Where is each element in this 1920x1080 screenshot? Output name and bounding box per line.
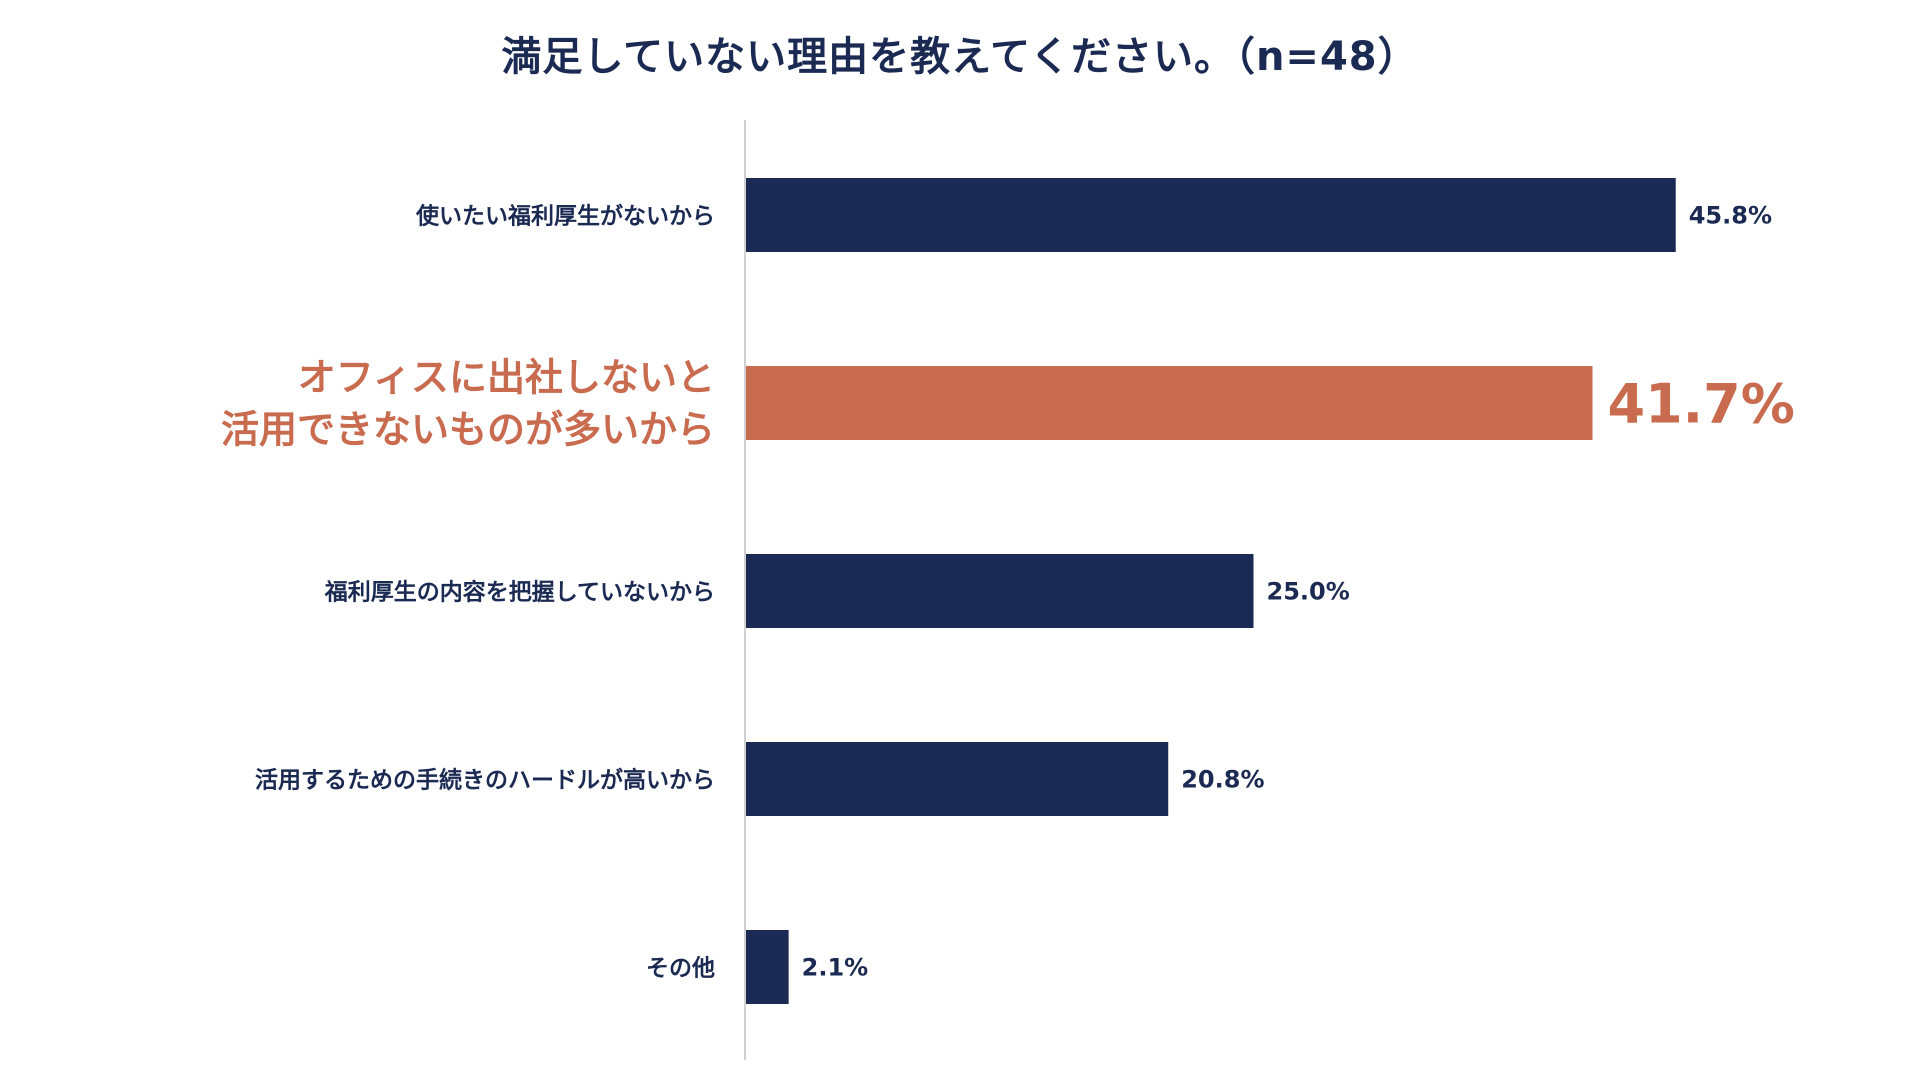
category-label-line: 活用するための手続きのハードルが高いから bbox=[255, 766, 715, 793]
category-label-1: 使いたい福利厚生がないから bbox=[415, 202, 715, 229]
value-label-5: 2.1% bbox=[802, 954, 869, 982]
bar-2 bbox=[746, 366, 1593, 440]
category-label-4: 活用するための手続きのハードルが高いから bbox=[255, 766, 715, 793]
category-label-line: 福利厚生の内容を把握していないから bbox=[324, 578, 715, 605]
bar-4 bbox=[746, 742, 1169, 816]
category-label-2: オフィスに出社しないと活用できないものが多いから bbox=[221, 356, 715, 452]
bar-3 bbox=[746, 554, 1254, 628]
bar-1 bbox=[746, 178, 1676, 252]
value-label-3: 25.0% bbox=[1267, 578, 1350, 606]
category-label-line: 活用できないものが多いから bbox=[221, 408, 715, 452]
category-label-line: 使いたい福利厚生がないから bbox=[415, 202, 715, 229]
value-label-1: 45.8% bbox=[1689, 202, 1772, 230]
category-label-5: その他 bbox=[646, 955, 715, 981]
chart-title: 満足していない理由を教えてください。（n=48） bbox=[501, 34, 1419, 80]
category-label-line: オフィスに出社しないと bbox=[298, 356, 715, 400]
bar-5 bbox=[746, 930, 789, 1004]
category-label-3: 福利厚生の内容を把握していないから bbox=[324, 578, 715, 605]
category-label-line: その他 bbox=[646, 955, 715, 981]
value-label-4: 20.8% bbox=[1181, 766, 1264, 794]
value-label-2: 41.7% bbox=[1608, 372, 1795, 435]
